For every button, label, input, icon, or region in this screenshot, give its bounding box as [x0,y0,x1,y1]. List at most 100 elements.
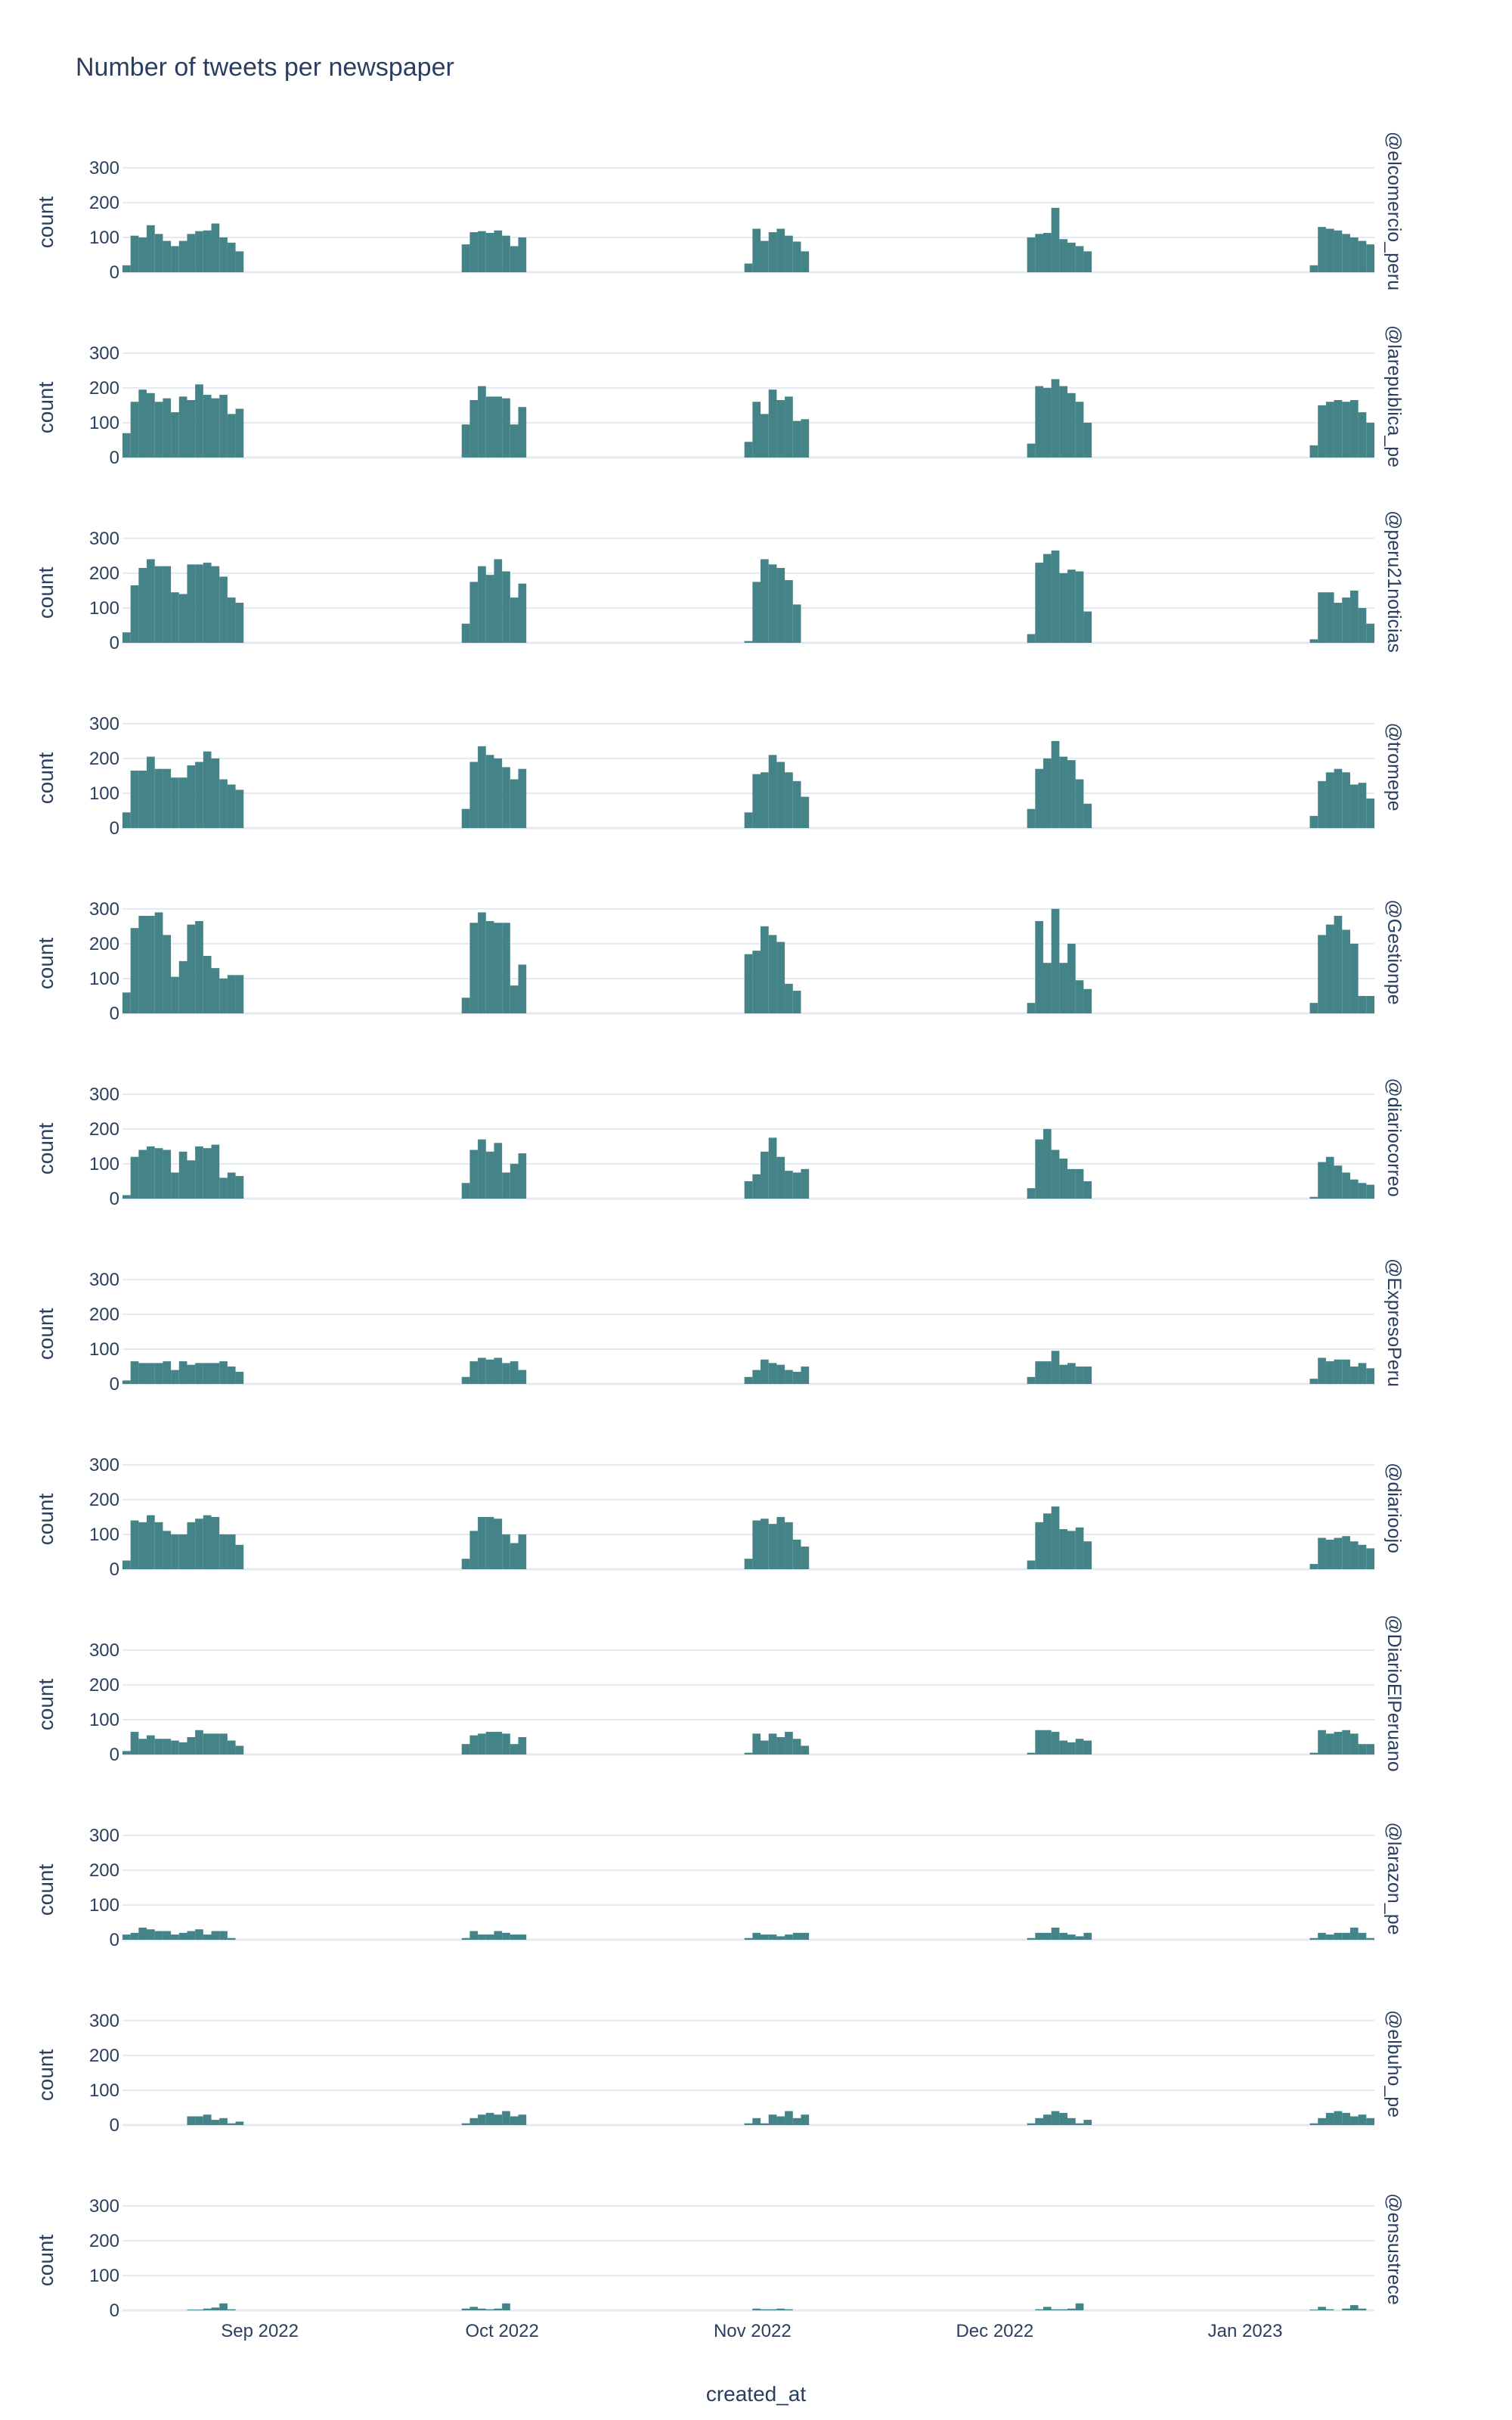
y-tick-label: 300 [89,714,119,734]
histogram-bar [768,1934,777,1940]
histogram-bar [122,992,131,1013]
x-axis: Sep 2022 Oct 2022 Nov 2022 Dec 2022 Jan 2023 [221,2321,1282,2341]
histogram-bar [768,564,777,643]
histogram-bar [1067,760,1076,828]
histogram-bar [1318,592,1326,643]
y-tick-label: 0 [110,633,119,653]
histogram-bar [469,2307,479,2310]
histogram-bar [219,779,228,828]
histogram-bar [518,1370,527,1384]
histogram-bar [502,2111,510,2125]
histogram-bar [502,1733,510,1754]
histogram-bar [785,2111,793,2125]
facet-panel: 0 100 200 300 count @ExpresoPeru [34,1258,1405,1395]
histogram-bar [768,1137,777,1199]
histogram-bar [163,240,172,272]
histogram-bar [1035,386,1043,458]
histogram-bar [1043,1932,1052,1940]
histogram-bar [1083,1932,1092,1940]
histogram-bar [147,916,155,1013]
histogram-bar [469,582,479,643]
y-tick-label: 200 [89,193,119,213]
histogram-bar [1309,1938,1318,1940]
histogram-bar [187,1522,196,1569]
histogram-bar [801,251,810,272]
histogram-bar [1334,1732,1343,1754]
histogram-bar [163,935,172,1013]
histogram-bar [163,1531,172,1569]
histogram-bar [494,2308,503,2310]
histogram-bar [1349,2305,1359,2310]
histogram-bar [130,402,139,458]
histogram-bar [1059,756,1068,828]
histogram-bar [510,246,519,272]
facet-label: @tromepe [1383,722,1405,811]
histogram-bar [227,1740,236,1754]
histogram-bar [761,1519,769,1569]
facet-panel: 0 100 200 300 count @peru21noticias [34,510,1405,653]
histogram-bar [163,1739,172,1754]
histogram-bar [502,571,510,643]
histogram-bar [138,389,147,458]
histogram-bar [1051,908,1060,1013]
y-tick-label: 200 [89,563,119,584]
histogram-bar [211,398,220,458]
histogram-bar [1075,1168,1084,1199]
histogram-bar [1366,1548,1374,1569]
histogram-bar [1349,590,1359,643]
histogram-bar [478,912,486,1013]
histogram-bar [227,784,236,828]
histogram-bar [752,582,761,643]
histogram-bar [178,1361,187,1384]
y-tick-label: 100 [89,1895,119,1916]
histogram-bar [1309,1196,1318,1199]
histogram-bar [1366,422,1374,458]
histogram-bar [494,1931,503,1940]
histogram-bar [130,585,139,643]
histogram-bar [752,1174,761,1199]
histogram-bar [219,2303,228,2310]
histogram-bar [1342,2308,1350,2310]
histogram-bar [1318,2307,1326,2310]
histogram-bar [1035,1139,1043,1199]
histogram-bar [752,1733,761,1754]
histogram-bar [235,1745,244,1754]
histogram-bar [1059,239,1068,272]
histogram-bar [138,237,147,272]
histogram-bar [1059,1159,1068,1199]
histogram-bar [768,935,777,1013]
histogram-bar [1051,1732,1060,1754]
histogram-bar [785,1171,793,1199]
histogram-bar [1043,2307,1052,2310]
facet-label: @larazon_pe [1383,1822,1405,1934]
histogram-bar [1059,1740,1068,1754]
facet-panel: 0 100 200 300 count @Gestionpe [34,899,1405,1024]
histogram-bar [187,1160,196,1199]
histogram-bar [792,1172,801,1199]
histogram-bar [1075,571,1084,643]
histogram-bar [227,2123,236,2125]
histogram-bar [138,1363,147,1384]
histogram-bar [761,414,769,458]
y-axis-label: count [34,1679,57,1731]
histogram-bar [1067,1934,1076,1940]
histogram-bar [1318,780,1326,828]
x-tick-label: Nov 2022 [714,2321,792,2341]
y-tick-label: 300 [89,343,119,364]
histogram-bar [744,2123,753,2125]
histogram-bar [1075,402,1084,458]
histogram-bar [776,228,785,272]
histogram-bar [768,1733,777,1754]
histogram-bar [1342,402,1350,458]
histogram-bar [235,2121,244,2125]
y-tick-label: 0 [110,1745,119,1765]
histogram-bar [752,402,761,458]
histogram-bar [1325,1539,1334,1569]
histogram-bar [235,1371,244,1384]
histogram-bar [171,412,179,458]
histogram-bar [510,1163,519,1199]
y-tick-label: 300 [89,1455,119,1475]
facet-panel: 0 100 200 300 count @diariocorreo [34,1078,1405,1209]
histogram-bar [203,1148,212,1199]
histogram-bar [518,1736,527,1754]
